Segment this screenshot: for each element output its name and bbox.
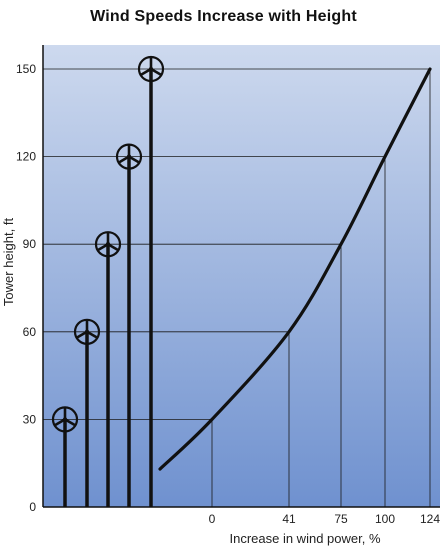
y-tick-label: 60 (23, 325, 37, 339)
x-tick-label: 0 (209, 512, 216, 526)
turbine-150 (137, 55, 165, 507)
turbine-towers (51, 55, 165, 507)
x-tick-labels: 0 41 75 100 124 (209, 512, 441, 526)
turbine-60 (73, 318, 101, 507)
series-layer (158, 67, 432, 471)
y-tick-label: 0 (29, 500, 36, 514)
x-tick-label: 41 (282, 512, 296, 526)
turbine-90 (94, 231, 122, 507)
y-tick-label: 150 (16, 62, 36, 76)
chart-title: Wind Speeds Increase with Height (90, 8, 357, 25)
y-tick-label: 120 (16, 150, 36, 164)
x-tick-label: 75 (334, 512, 348, 526)
y-axis-label: Tower height, ft (1, 218, 16, 307)
plot-background (43, 45, 440, 507)
turbine-30 (51, 406, 79, 507)
series-line (158, 67, 432, 471)
x-tick-label: 124 (420, 512, 440, 526)
y-tick-label: 30 (23, 412, 37, 426)
y-tick-label: 90 (23, 237, 37, 251)
y-tick-labels: 0 30 60 90 120 150 (16, 62, 36, 514)
turbine-120 (115, 143, 143, 507)
x-tick-label: 100 (375, 512, 395, 526)
x-axis-label: Increase in wind power, % (229, 531, 380, 546)
